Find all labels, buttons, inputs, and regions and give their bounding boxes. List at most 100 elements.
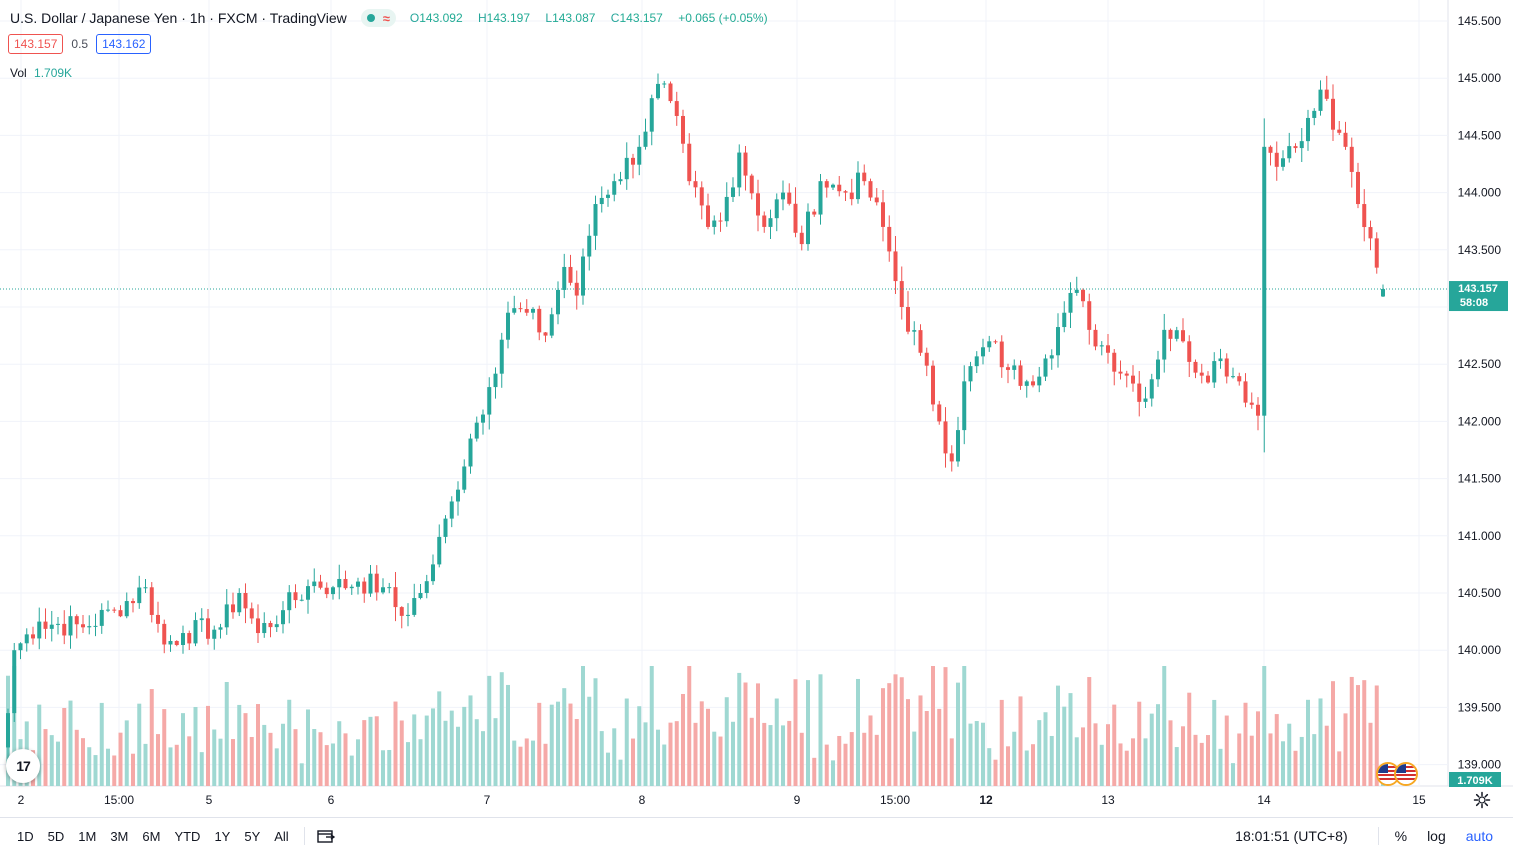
price-tick-label: 144.500	[1458, 128, 1502, 142]
us-flag-icon-2[interactable]	[1394, 762, 1418, 786]
volume-bar	[1374, 685, 1379, 786]
price-axis[interactable]: 145.500145.000144.500144.000143.500143.0…	[1458, 14, 1502, 772]
candle-body	[343, 578, 348, 589]
auto-scale-toggle[interactable]: auto	[1465, 828, 1493, 844]
volume-bar	[168, 747, 173, 786]
tradingview-logo-icon[interactable]: 17	[6, 749, 40, 783]
volume-bar	[1187, 692, 1192, 786]
volume-bar	[1206, 735, 1210, 786]
market-status[interactable]: ≈	[360, 9, 396, 27]
period-5y[interactable]: 5Y	[244, 828, 261, 844]
volume-bar	[1174, 747, 1179, 786]
volume-bar	[374, 716, 379, 786]
candle-body	[68, 616, 73, 636]
volume-bar	[849, 732, 854, 786]
volume-bar	[487, 675, 492, 786]
candle-body	[512, 308, 517, 313]
volume-bar	[268, 732, 273, 786]
sell-price-button[interactable]: 143.157	[8, 34, 64, 54]
period-ytd[interactable]: YTD	[174, 828, 201, 844]
volume-bar	[112, 755, 117, 786]
candle-body	[99, 609, 104, 626]
volume-bar	[593, 678, 598, 786]
volume-bar	[306, 709, 310, 786]
volume-bar	[218, 738, 223, 786]
candle-body	[612, 181, 617, 195]
volume-bar	[999, 699, 1004, 786]
candle-body	[137, 587, 142, 604]
timezone-clock[interactable]: 18:01:51 (UTC+8)	[1235, 828, 1348, 844]
candle-body	[949, 453, 954, 462]
price-tick-label: 139.000	[1458, 758, 1502, 772]
candle-body	[243, 593, 248, 609]
candle-body	[481, 414, 485, 423]
time-tick-label: 15:00	[880, 793, 910, 807]
volume-bar	[287, 699, 292, 786]
symbol-title[interactable]: U.S. Dollar / Japanese Yen · 1h · FXCM ·…	[10, 10, 347, 26]
period-3m[interactable]: 3M	[110, 828, 129, 844]
economic-events[interactable]	[1376, 762, 1420, 786]
volume-bar	[318, 732, 323, 786]
candle-body	[799, 232, 804, 245]
settings-gear-icon[interactable]	[1473, 791, 1491, 809]
volume-bar	[1043, 712, 1048, 786]
spread-value: 0.5	[71, 37, 89, 51]
candle-body	[837, 184, 842, 192]
volume-bar	[331, 743, 335, 786]
period-all[interactable]: All	[274, 828, 289, 844]
time-tick-label: 15	[1412, 793, 1426, 807]
time-tick-label: 8	[639, 793, 646, 807]
period-5d[interactable]: 5D	[47, 828, 65, 844]
candle-body	[637, 146, 642, 165]
candle-body	[1356, 171, 1360, 205]
volume-bar	[799, 732, 804, 786]
volume-bar	[1074, 737, 1079, 786]
scale-tools: 18:01:51 (UTC+8) % log auto	[1235, 818, 1503, 854]
volume-bar	[1024, 750, 1029, 786]
date-range-icon[interactable]	[311, 828, 341, 844]
percent-scale-toggle[interactable]: %	[1394, 828, 1408, 844]
period-6m[interactable]: 6M	[142, 828, 161, 844]
candle-body	[524, 309, 529, 313]
volume-bar	[1349, 676, 1354, 786]
candle-body	[1037, 376, 1042, 386]
volume-bar	[837, 735, 842, 786]
time-axis[interactable]: 2 15:00 5 6 7 8 9 15:00 12 13 14 15	[18, 793, 1426, 807]
volume-bar	[518, 746, 523, 786]
open-value: 143.092	[419, 11, 463, 25]
candle-body	[862, 172, 867, 182]
candle-body	[787, 192, 792, 204]
candle-body	[1287, 146, 1292, 159]
volume-legend[interactable]: Vol 1.709K	[10, 66, 72, 80]
period-1m[interactable]: 1M	[78, 828, 97, 844]
volume-bar	[843, 743, 848, 786]
candle-body	[424, 581, 429, 593]
candle-body	[306, 586, 310, 600]
price-chart[interactable]: 145.500 145.000 144.500 144.000 143.500 143.0…	[0, 0, 1513, 817]
volume-bar	[312, 729, 317, 786]
volume-bar	[1268, 733, 1273, 786]
volume-bar	[912, 731, 917, 786]
volume-bar	[187, 736, 192, 786]
volume-bar	[1274, 714, 1279, 786]
buy-price-button[interactable]: 143.162	[96, 34, 152, 54]
period-1d[interactable]: 1D	[17, 828, 34, 844]
candle-body	[593, 204, 598, 236]
volume-bar	[874, 734, 879, 786]
volume-bar	[356, 739, 360, 786]
candle-body	[1131, 375, 1135, 384]
candle-body	[1093, 329, 1098, 347]
candle-body	[1081, 289, 1085, 302]
candle-body	[831, 184, 835, 188]
volume-bar	[56, 741, 60, 786]
volume-bar	[1156, 704, 1160, 786]
candle-body	[1237, 376, 1242, 382]
volume-bar	[687, 666, 692, 786]
volume-bar	[468, 695, 473, 786]
period-1y[interactable]: 1Y	[214, 828, 231, 844]
candle-body	[1174, 330, 1179, 339]
log-scale-toggle[interactable]: log	[1427, 828, 1446, 844]
volume-bar	[618, 759, 623, 786]
volume-bar	[1099, 744, 1104, 786]
bottom-toolbar: 1D 5D 1M 3M 6M YTD 1Y 5Y All 18:01:51 (U…	[0, 817, 1513, 856]
